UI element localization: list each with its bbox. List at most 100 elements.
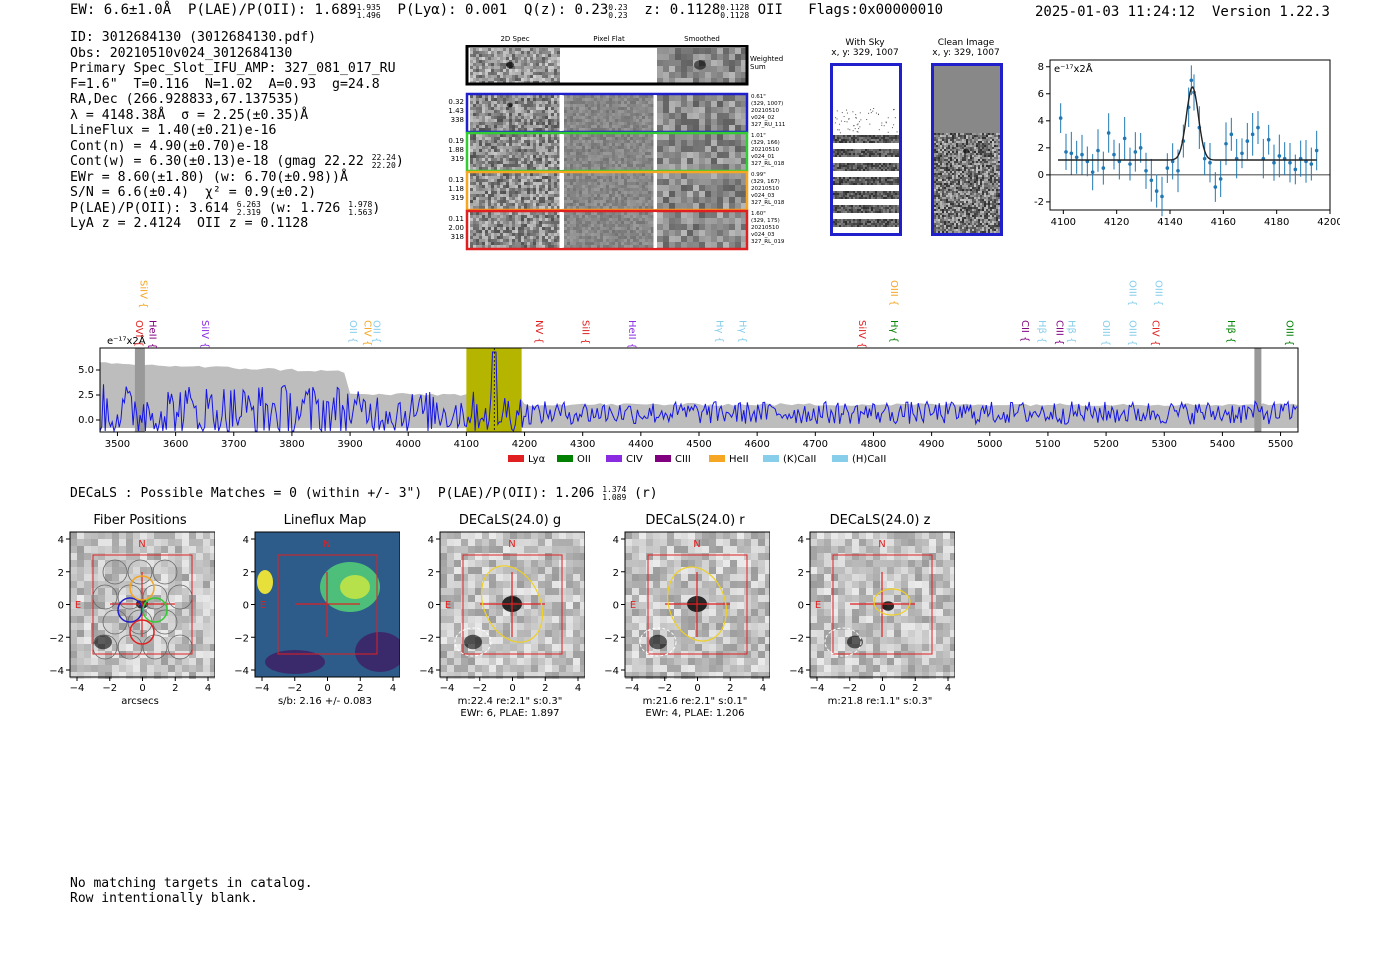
noise-pixel <box>539 245 542 248</box>
noise-pixel <box>735 107 741 113</box>
noise-pixel <box>521 185 524 188</box>
sky-band-pixel <box>869 137 871 139</box>
noise-pixel <box>630 158 633 161</box>
noise-pixel <box>633 122 636 125</box>
noise-pixel <box>503 107 506 110</box>
header-q-lo: 0.23 <box>608 11 628 20</box>
noise-pixel <box>669 78 675 84</box>
noise-pixel <box>557 54 560 57</box>
noise-pixel <box>570 149 573 152</box>
noise-pixel <box>494 54 497 57</box>
noise-pixel <box>494 78 497 81</box>
noise-pixel <box>500 110 503 113</box>
noise-pixel <box>518 48 521 51</box>
sky-band-pixel <box>893 141 895 143</box>
noise-pixel <box>642 221 645 224</box>
sky-band-pixel <box>835 205 837 207</box>
noise-pixel <box>527 57 530 60</box>
noise-pixel <box>606 161 609 164</box>
noise-pixel <box>503 51 506 54</box>
sky-band-pixel <box>841 191 843 193</box>
noise-pixel <box>591 107 594 110</box>
noise-pixel <box>950 133 952 135</box>
noise-pixel <box>633 206 636 209</box>
noise-pixel <box>557 233 560 236</box>
noise-pixel <box>524 197 527 200</box>
noise-pixel <box>588 101 591 104</box>
noise-pixel <box>479 66 482 69</box>
noise-pixel <box>470 107 473 110</box>
noise-pixel <box>506 128 509 131</box>
noise-pixel <box>717 230 723 236</box>
noise-pixel <box>506 221 509 224</box>
sky-band-pixel <box>859 137 861 139</box>
noise-pixel <box>497 215 500 218</box>
noise-pixel <box>648 98 651 101</box>
noise-pixel <box>567 197 570 200</box>
sky-band-pixel <box>859 223 861 225</box>
noise-pixel <box>524 143 527 146</box>
sky-band-pixel <box>893 155 895 157</box>
noise-pixel <box>624 140 627 143</box>
sky-band-pixel <box>873 135 875 137</box>
noise-pixel <box>603 191 606 194</box>
noise-pixel <box>657 230 663 236</box>
noise-pixel <box>530 140 533 143</box>
noise-pixel <box>627 194 630 197</box>
noise-pixel <box>564 203 567 206</box>
sky-band-pixel <box>847 195 849 197</box>
info-plae-text: P(LAE)/P(OII): 3.614 <box>70 200 229 216</box>
cutout-meta-line: v024_02 <box>751 115 775 121</box>
noise-pixel <box>497 224 500 227</box>
noise-pixel <box>675 48 681 54</box>
noise-pixel <box>557 155 560 158</box>
sky-band-pixel <box>841 225 843 227</box>
noise-pixel <box>639 98 642 101</box>
noise-pixel <box>521 179 524 182</box>
sky-band-pixel <box>857 151 859 153</box>
noise-pixel <box>687 48 693 54</box>
sky-band-pixel <box>845 179 847 181</box>
sky-band-pixel <box>871 209 873 211</box>
noise-pixel <box>636 140 639 143</box>
noise-pixel <box>500 66 503 69</box>
noise-pixel <box>606 191 609 194</box>
noise-pixel <box>494 167 497 170</box>
sky-band-pixel <box>845 181 847 183</box>
noise-pixel <box>554 113 557 116</box>
noise-pixel <box>723 125 729 131</box>
noise-pixel <box>576 185 579 188</box>
noise-pixel <box>476 48 479 51</box>
noise-pixel <box>615 206 618 209</box>
noise-pixel <box>521 51 524 54</box>
sky-band-pixel <box>865 223 867 225</box>
noise-pixel <box>615 239 618 242</box>
noise-pixel <box>470 51 473 54</box>
noise-pixel <box>597 230 600 233</box>
noise-pixel <box>473 215 476 218</box>
noise-pixel <box>992 137 994 139</box>
noise-pixel <box>488 69 491 72</box>
noise-pixel <box>633 173 636 176</box>
noise-pixel <box>591 239 594 242</box>
noise-pixel <box>615 203 618 206</box>
noise-pixel <box>982 137 984 139</box>
noise-pixel <box>500 104 503 107</box>
noise-pixel <box>509 203 512 206</box>
noise-pixel <box>651 233 654 236</box>
noise-pixel <box>500 242 503 245</box>
noise-pixel <box>711 236 717 242</box>
noise-pixel <box>548 143 551 146</box>
noise-pixel <box>567 122 570 125</box>
noise-pixel <box>958 143 960 145</box>
noise-pixel <box>473 98 476 101</box>
noise-pixel <box>639 119 642 122</box>
noise-pixel <box>557 57 560 60</box>
noise-pixel <box>958 141 960 143</box>
noise-pixel <box>551 143 554 146</box>
noise-pixel <box>612 125 615 128</box>
noise-pixel <box>576 128 579 131</box>
noise-pixel <box>645 173 648 176</box>
noise-pixel <box>705 173 711 179</box>
noise-pixel <box>479 188 482 191</box>
